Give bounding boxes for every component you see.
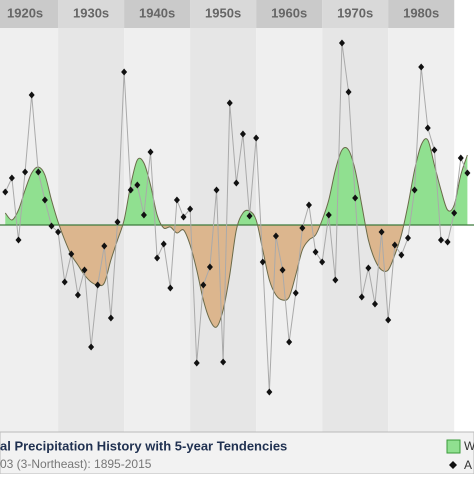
tendency-line (4, 138, 468, 328)
x-tick-label: 1930s (73, 5, 109, 20)
tendency-above (5, 138, 468, 225)
decade-header (0, 0, 59, 28)
annual-point (187, 205, 194, 213)
annual-point (134, 181, 141, 189)
annual-point (338, 39, 345, 47)
legend-label: W (464, 439, 474, 453)
annual-point (279, 266, 286, 274)
annual-point (61, 278, 68, 286)
annual-point (173, 196, 180, 204)
decade-header (388, 0, 455, 28)
annual-point (101, 242, 108, 250)
annual-point (385, 316, 392, 324)
annual-point (206, 263, 213, 271)
annual-point (404, 234, 411, 242)
annual-point (253, 134, 260, 142)
x-tick-label: 1950s (205, 5, 241, 20)
annual-point (391, 241, 398, 249)
tendency-below (5, 225, 468, 328)
annual-point (94, 281, 101, 289)
annual-point (431, 146, 438, 154)
annual-point (272, 232, 279, 240)
annual-point (107, 314, 114, 322)
annual-point (457, 154, 464, 162)
annual-point (160, 240, 167, 248)
annual-point (226, 99, 233, 107)
annual-point (2, 188, 9, 196)
annual-point (15, 236, 22, 244)
annual-point (28, 91, 35, 99)
annual-point (299, 224, 306, 232)
annual-point (239, 130, 246, 138)
annual-point (418, 63, 425, 71)
annual-point (266, 388, 273, 396)
legend-marker (449, 461, 457, 469)
annual-point (292, 289, 299, 297)
annual-point (345, 88, 352, 96)
annual-point (305, 201, 312, 209)
annual-point (371, 300, 378, 308)
legend-label: A (464, 458, 472, 472)
decade-header (124, 0, 191, 28)
annual-point (140, 211, 147, 219)
annual-point (424, 124, 431, 132)
annual-point (319, 258, 326, 266)
annual-point (200, 281, 207, 289)
annual-point (332, 276, 339, 284)
decade-header (256, 0, 323, 28)
annual-point (213, 186, 220, 194)
annual-point (127, 186, 134, 194)
annual-point (411, 186, 418, 194)
annual-point (233, 179, 240, 187)
annual-point (325, 211, 332, 219)
annual-point (444, 238, 451, 246)
decade-band (58, 0, 125, 432)
decade-header (322, 0, 389, 28)
x-tick-label: 1960s (271, 5, 307, 20)
annual-point (22, 168, 29, 176)
annual-point (398, 251, 405, 259)
annual-point (154, 254, 161, 262)
annual-point (74, 291, 81, 299)
annual-point (35, 168, 42, 176)
annual-point (68, 250, 75, 258)
annual-point (114, 218, 121, 226)
annual-point (180, 213, 187, 221)
decade-band (256, 0, 323, 432)
annual-point (378, 228, 385, 236)
legend-swatch (446, 439, 461, 454)
x-tick-label: 1920s (7, 5, 43, 20)
annual-point (352, 194, 359, 202)
decade-header (58, 0, 125, 28)
annual-point (147, 148, 154, 156)
annual-point (365, 264, 372, 272)
annual-point (246, 212, 253, 220)
annual-point (358, 293, 365, 301)
annual-point (259, 258, 266, 266)
annual-point (193, 359, 200, 367)
annual-point (286, 338, 293, 346)
annual-point (167, 284, 174, 292)
chart-subtitle: 03 (3-Northeast): 1895-2015 (0, 457, 152, 471)
x-tick-label: 1940s (139, 5, 175, 20)
annual-point (220, 358, 227, 366)
annual-point (464, 169, 471, 177)
x-tick-label: 1970s (337, 5, 373, 20)
annual-point (8, 174, 15, 182)
annual-point (312, 248, 319, 256)
annual-point (81, 266, 88, 274)
annual-point (121, 68, 128, 76)
annual-point (451, 209, 458, 217)
chart-title: al Precipitation History with 5-year Ten… (0, 438, 287, 453)
decade-header (190, 0, 257, 28)
footer (0, 431, 474, 475)
annual-point (55, 228, 62, 236)
annual-point (88, 343, 95, 351)
annual-point (48, 222, 55, 230)
annual-point (437, 236, 444, 244)
x-tick-label: 1980s (403, 5, 439, 20)
annual-point (41, 196, 48, 204)
